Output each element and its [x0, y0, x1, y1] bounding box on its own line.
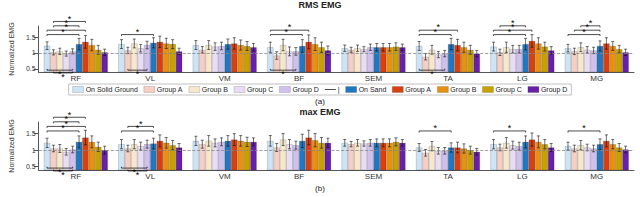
svg-text:On Solid Ground: On Solid Ground [86, 86, 138, 93]
svg-text:Group B: Group B [202, 86, 228, 94]
svg-text:(a): (a) [315, 97, 325, 106]
svg-text:*: * [136, 170, 140, 180]
svg-text:*: * [430, 69, 434, 79]
svg-text:*: * [136, 69, 140, 79]
svg-text:LG: LG [517, 74, 528, 83]
svg-text:VM: VM [219, 74, 231, 83]
svg-text:*: * [139, 119, 143, 129]
svg-text:SEM: SEM [365, 172, 383, 181]
svg-text:Group A: Group A [157, 86, 183, 94]
svg-text:MG: MG [590, 172, 603, 181]
svg-text:max EMG: max EMG [299, 107, 340, 117]
svg-text:*: * [508, 123, 512, 133]
svg-text:1.5: 1.5 [26, 34, 36, 41]
svg-text:TA: TA [443, 172, 453, 181]
svg-text:0.5: 0.5 [26, 163, 36, 170]
svg-text:RF: RF [71, 172, 82, 181]
svg-text:RMS EMG: RMS EMG [298, 0, 341, 10]
svg-text:*: * [288, 22, 292, 32]
svg-text:*: * [136, 27, 140, 37]
svg-text:(b): (b) [315, 184, 325, 193]
svg-text:Group D: Group D [292, 86, 318, 94]
svg-text:1: 1 [32, 49, 36, 56]
svg-text:1: 1 [32, 147, 36, 154]
svg-text:*: * [589, 18, 593, 28]
svg-text:BF: BF [294, 74, 304, 83]
svg-text:*: * [582, 123, 586, 133]
svg-text:LG: LG [517, 172, 528, 181]
svg-text:Group B: Group B [450, 86, 476, 94]
svg-text:SEM: SEM [365, 74, 383, 83]
svg-text:1.5: 1.5 [26, 130, 36, 137]
svg-text:*: * [511, 18, 515, 28]
svg-text:Group C: Group C [495, 86, 521, 94]
svg-text:On Sand: On Sand [359, 86, 387, 93]
svg-text:*: * [68, 14, 72, 24]
svg-text:*: * [61, 72, 65, 82]
svg-text:MG: MG [590, 74, 603, 83]
svg-text:Group C: Group C [247, 86, 273, 94]
svg-text:Normalized EMG: Normalized EMG [8, 22, 15, 75]
svg-text:0.5: 0.5 [26, 65, 36, 72]
svg-text:VL: VL [145, 74, 155, 83]
svg-text:*: * [433, 123, 437, 133]
svg-text:Group D: Group D [541, 86, 567, 94]
svg-text:VM: VM [219, 172, 231, 181]
svg-text:Group A: Group A [405, 86, 431, 94]
svg-text:TA: TA [443, 74, 453, 83]
svg-text:*: * [437, 22, 441, 32]
svg-text:VL: VL [145, 172, 155, 181]
svg-text:|: | [338, 86, 340, 94]
svg-text:Normalized EMG: Normalized EMG [8, 119, 15, 172]
svg-text:*: * [68, 110, 72, 120]
svg-text:*: * [281, 69, 285, 79]
svg-text:*: * [61, 170, 65, 180]
svg-text:BF: BF [294, 172, 304, 181]
svg-text:RF: RF [71, 74, 82, 83]
